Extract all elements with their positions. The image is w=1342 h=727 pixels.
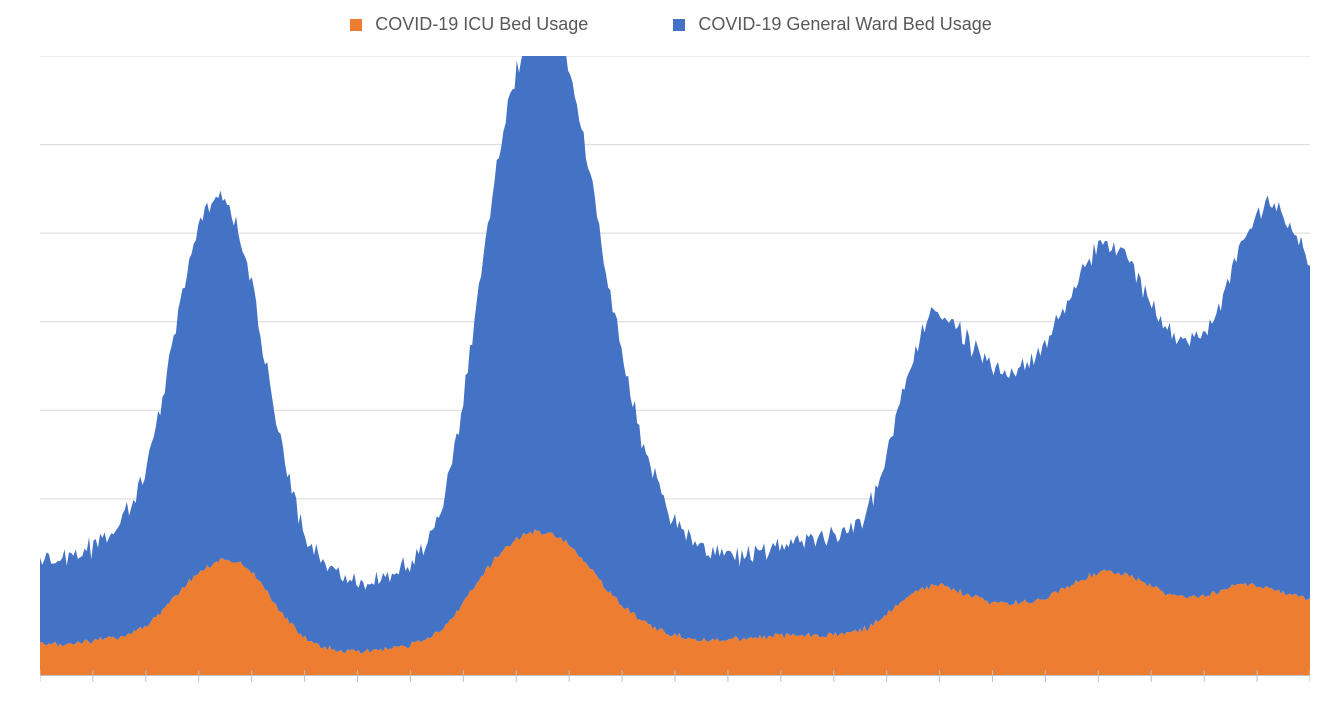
legend-item-general-ward: COVID-19 General Ward Bed Usage bbox=[673, 14, 991, 35]
legend-item-icu: COVID-19 ICU Bed Usage bbox=[350, 14, 588, 35]
legend-label-icu: COVID-19 ICU Bed Usage bbox=[375, 14, 588, 34]
legend-label-general-ward: COVID-19 General Ward Bed Usage bbox=[698, 14, 991, 34]
chart-svg bbox=[40, 56, 1310, 686]
legend-swatch-icu bbox=[350, 19, 362, 31]
bed-usage-chart: COVID-19 ICU Bed Usage COVID-19 General … bbox=[0, 0, 1342, 727]
chart-legend: COVID-19 ICU Bed Usage COVID-19 General … bbox=[0, 14, 1342, 35]
chart-plot-area bbox=[40, 56, 1310, 676]
legend-swatch-general-ward bbox=[673, 19, 685, 31]
